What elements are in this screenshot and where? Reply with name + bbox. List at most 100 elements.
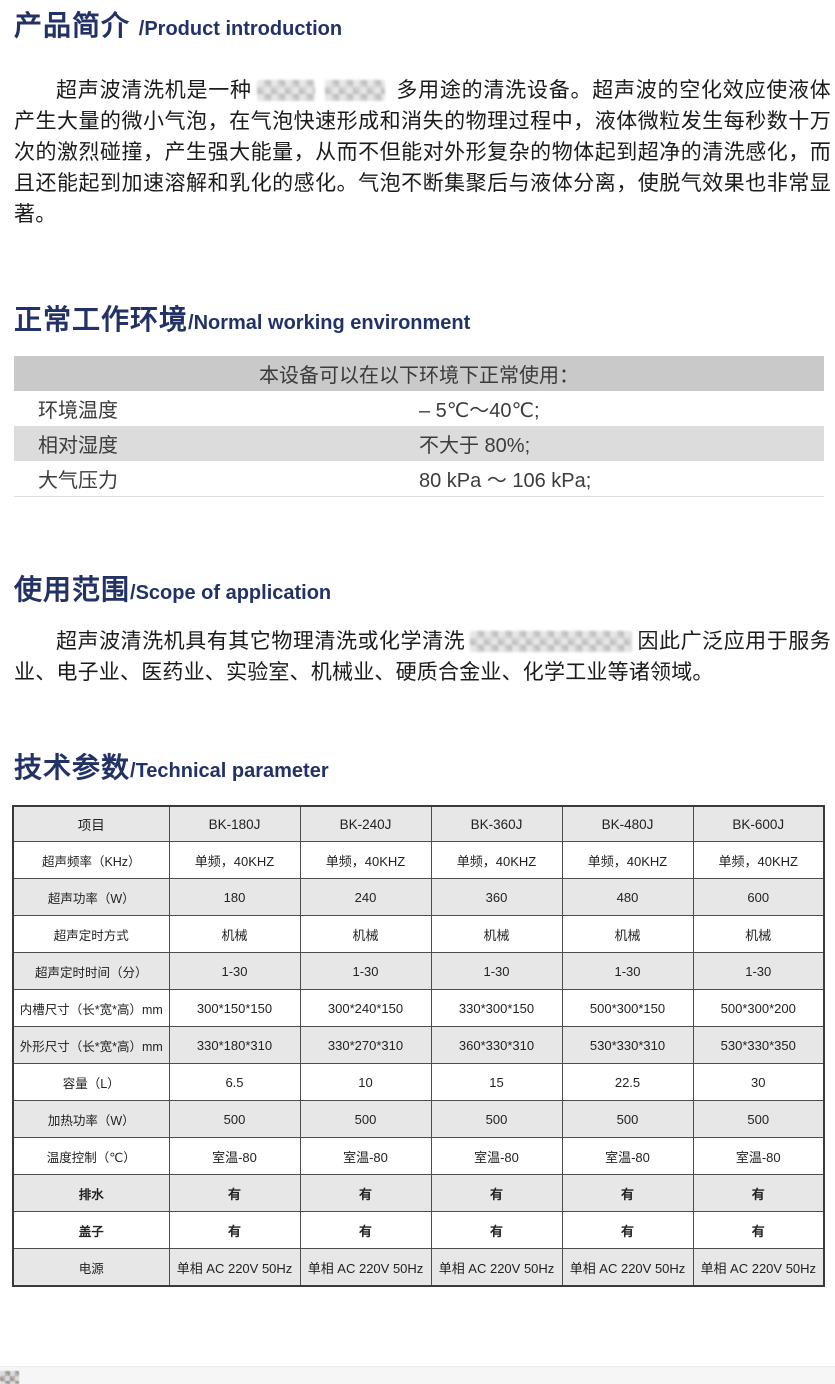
tech-cell-value: 300*240*150 <box>299 989 432 1027</box>
tech-row-label: 超声定时时间（分） <box>12 952 170 990</box>
tech-header-model: BK-480J <box>561 805 694 842</box>
tech-cell-value: 有 <box>430 1174 563 1212</box>
env-row-value: 80 kPa ～ 106 kPa; <box>419 470 592 492</box>
tech-cell-value: 360 <box>430 878 563 916</box>
tech-table-row: 超声频率（KHz） 单频，40KHZ 单频，40KHZ 单频，40KHZ 单频，40KH… <box>12 841 825 879</box>
env-table-row: 环境温度 – 5℃～40℃; <box>14 391 824 426</box>
tech-row-label: 排水 <box>12 1174 170 1212</box>
tech-cell-value: 有 <box>692 1174 825 1212</box>
heading-en-text: /Product introduction <box>138 18 343 40</box>
tech-table-row: 加热功率（W） 500 500 500 500 500 <box>12 1100 825 1138</box>
tech-cell-value: 机械 <box>430 915 563 953</box>
env-row-label: 环境温度 <box>38 400 118 422</box>
tech-cell-value: 有 <box>430 1211 563 1249</box>
env-row-value: 不大于 80%; <box>419 426 824 461</box>
heading-en-text: /Normal working environment <box>188 312 471 334</box>
tech-cell-value: 500*300*150 <box>561 989 694 1027</box>
tech-cell-value: 10 <box>299 1063 432 1101</box>
tech-cell-value: 330*300*150 <box>430 989 563 1027</box>
env-row-value: – 5℃～40℃; <box>419 400 540 422</box>
tech-cell-value: 单相 AC 220V 50Hz <box>561 1248 694 1287</box>
redacted-blur-patch <box>324 80 385 101</box>
tech-cell-value: 单相 AC 220V 50Hz <box>299 1248 432 1287</box>
tech-header-model: BK-240J <box>299 805 432 842</box>
tech-cell-value: 360*330*310 <box>430 1026 563 1064</box>
tech-header-model: BK-360J <box>430 805 563 842</box>
tech-cell-value: 机械 <box>299 915 432 953</box>
tech-cell-value: 单相 AC 220V 50Hz <box>692 1248 825 1287</box>
intro-paragraph: 超声波清洗机是一种 多用途的清洗设备。超声波的空化效应使液体产生大量的微小气泡，… <box>14 75 831 230</box>
tech-cell-value: 500*300*200 <box>692 989 825 1027</box>
tech-cell-value: 有 <box>561 1211 694 1249</box>
footer-bar <box>0 1366 835 1384</box>
tech-cell-value: 机械 <box>692 915 825 953</box>
tech-table-row: 超声功率（W） 180 240 360 480 600 <box>12 878 825 916</box>
tech-header-model: BK-600J <box>692 805 825 842</box>
tech-cell-value: 1-30 <box>430 952 563 990</box>
tech-row-label: 温度控制（℃） <box>12 1137 170 1175</box>
heading-en-text: /Scope of application <box>130 582 332 604</box>
tech-row-label: 加热功率（W） <box>12 1100 170 1138</box>
tech-cell-value: 室温-80 <box>561 1137 694 1175</box>
tech-cell-value: 530*330*350 <box>692 1026 825 1064</box>
tech-cell-value: 单相 AC 220V 50Hz <box>168 1248 301 1287</box>
tech-cell-value: 单频，40KHZ <box>430 841 563 879</box>
tech-cell-value: 1-30 <box>299 952 432 990</box>
tech-cell-value: 单频，40KHZ <box>168 841 301 879</box>
tech-table-row: 容量（L） 6.5 10 15 22.5 30 <box>12 1063 825 1101</box>
tech-cell-value: 6.5 <box>168 1063 301 1101</box>
tech-cell-value: 480 <box>561 878 694 916</box>
paragraph-text: 多用途的清洗设备。超声波的空化效应使液体产生大量的微小气泡，在气泡快速形成和消失… <box>14 79 831 226</box>
tech-cell-value: 有 <box>299 1211 432 1249</box>
tech-cell-value: 有 <box>692 1211 825 1249</box>
tech-table-row: 温度控制（℃） 室温-80 室温-80 室温-80 室温-80 室温-80 <box>12 1137 825 1175</box>
tech-row-label: 电源 <box>12 1248 170 1287</box>
tech-cell-value: 有 <box>299 1174 432 1212</box>
tech-row-label: 盖子 <box>12 1211 170 1249</box>
tech-table-row: 排水有有有有有 <box>12 1174 825 1212</box>
page-content: 产品简介 /Product introduction 超声波清洗机是一种 多用途… <box>0 6 835 1287</box>
tech-row-label: 超声定时方式 <box>12 915 170 953</box>
tech-cell-value: 单频，40KHZ <box>692 841 825 879</box>
tech-cell-value: 室温-80 <box>168 1137 301 1175</box>
tech-cell-value: 330*180*310 <box>168 1026 301 1064</box>
tech-cell-value: 500 <box>692 1100 825 1138</box>
tech-cell-value: 500 <box>168 1100 301 1138</box>
env-row-label: 相对湿度 <box>14 426 419 461</box>
tech-cell-value: 1-30 <box>168 952 301 990</box>
redacted-blur-patch <box>470 631 633 652</box>
tech-cell-value: 机械 <box>168 915 301 953</box>
tech-cell-value: 530*330*310 <box>561 1026 694 1064</box>
env-table-caption: 本设备可以在以下环境下正常使用： <box>14 356 824 391</box>
tech-row-label: 内槽尺寸（长*宽*高）mm <box>12 989 170 1027</box>
heading-zh-text: 正常工作环境 <box>14 304 189 335</box>
redacted-blur-patch <box>256 80 315 101</box>
tech-table-row: 盖子有有有有有 <box>12 1211 825 1249</box>
tech-cell-value: 单频，40KHZ <box>561 841 694 879</box>
tech-table-header-row: 项目 BK-180J BK-240J BK-360J BK-480J BK-600J <box>12 805 825 842</box>
tech-cell-value: 500 <box>430 1100 563 1138</box>
tech-cell-value: 有 <box>561 1174 694 1212</box>
heading-en-text: /Technical parameter <box>130 760 329 782</box>
tech-cell-value: 单相 AC 220V 50Hz <box>430 1248 563 1287</box>
tech-table-row: 超声定时方式 机械 机械 机械 机械 机械 <box>12 915 825 953</box>
tech-header-model: BK-180J <box>168 805 301 842</box>
tech-header-item: 项目 <box>12 805 170 842</box>
tech-cell-value: 室温-80 <box>299 1137 432 1175</box>
tech-row-label: 容量（L） <box>12 1063 170 1101</box>
heading-zh-text: 技术参数 <box>14 752 131 783</box>
section-heading-product-introduction: 产品简介 /Product introduction <box>14 6 831 49</box>
section-heading-normal-working-environment: 正常工作环境/Normal working environment <box>14 300 831 343</box>
env-table-row: 大气压力 80 kPa ～ 106 kPa; <box>14 461 824 497</box>
tech-cell-value: 1-30 <box>561 952 694 990</box>
section-heading-technical-parameter: 技术参数/Technical parameter <box>14 748 831 791</box>
heading-zh-text: 产品简介 <box>14 10 139 41</box>
tech-cell-value: 有 <box>168 1174 301 1212</box>
tech-cell-value: 单频，40KHZ <box>299 841 432 879</box>
tech-cell-value: 500 <box>561 1100 694 1138</box>
tech-cell-value: 300*150*150 <box>168 989 301 1027</box>
tech-cell-value: 室温-80 <box>430 1137 563 1175</box>
product-detail-page: { "colors": { "heading_navy": "#233266",… <box>0 6 835 1384</box>
tech-parameters-table: 项目 BK-180J BK-240J BK-360J BK-480J BK-600J 超声… <box>12 805 825 1287</box>
tech-cell-value: 室温-80 <box>692 1137 825 1175</box>
